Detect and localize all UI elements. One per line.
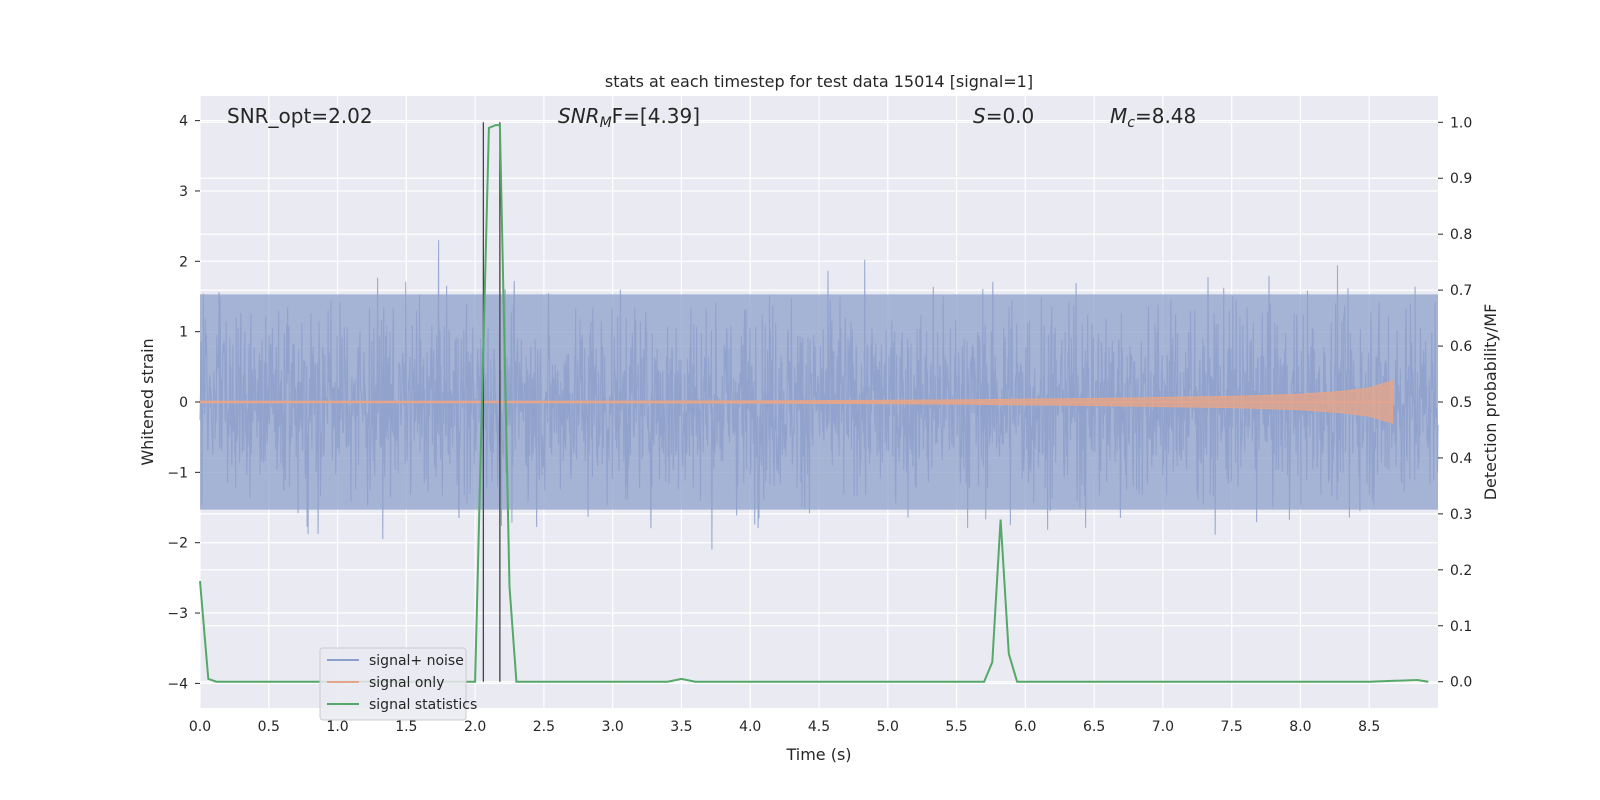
- y-tick-label: −4: [167, 676, 188, 692]
- y-right-tick-label: 0.2: [1450, 563, 1472, 579]
- y-tick-label: 1: [179, 325, 188, 341]
- x-tick-label: 7.0: [1152, 719, 1174, 735]
- y-tick-label: 2: [179, 254, 188, 270]
- y-tick-label: −1: [167, 465, 188, 481]
- annotation-s-rest: =0.0: [986, 104, 1035, 128]
- x-tick-label: 1.0: [326, 719, 348, 735]
- y-tick-label: −2: [167, 536, 188, 552]
- legend-label-signal-only: signal only: [369, 675, 444, 691]
- y-tick-label: 0: [179, 395, 188, 411]
- x-tick-label: 7.5: [1221, 719, 1243, 735]
- annotation-mc: Mc=8.48: [1110, 104, 1196, 131]
- y-right-tick-label: 0.0: [1450, 675, 1472, 691]
- y-axis-label-left: Whitened strain: [138, 338, 157, 465]
- x-tick-label: 0.5: [258, 719, 280, 735]
- y-right-tick-label: 0.5: [1450, 395, 1472, 411]
- y-right-tick-label: 0.4: [1450, 451, 1472, 467]
- x-tick-label: 6.0: [1014, 719, 1036, 735]
- legend: signal+ noise signal only signal statist…: [319, 647, 477, 721]
- x-tick-label: 0.0: [189, 719, 211, 735]
- x-tick-label: 6.5: [1083, 719, 1105, 735]
- x-axis-label: Time (s): [785, 745, 851, 764]
- annotation-snr-opt: SNR_opt=2.02: [227, 104, 373, 128]
- y-tick-label: 3: [179, 184, 188, 200]
- y-tick-label: 4: [179, 114, 188, 130]
- annotation-mc-rest: =8.48: [1135, 104, 1196, 128]
- y-right-tick-label: 0.1: [1450, 619, 1472, 635]
- annotation-snr-mf-main: SNR: [558, 104, 600, 128]
- x-tick-label: 2.0: [464, 719, 486, 735]
- y-right-tick-label: 0.7: [1450, 283, 1472, 299]
- x-tick-label: 3.5: [670, 719, 692, 735]
- legend-box: [319, 647, 467, 721]
- vertical-lines: [482, 122, 501, 682]
- x-tick-label: 5.5: [945, 719, 967, 735]
- annotation-snr-mf-sub: M: [600, 115, 612, 131]
- x-tick-label: 5.0: [877, 719, 899, 735]
- y-right-tick-label: 0.9: [1450, 171, 1472, 187]
- legend-label-signal-noise: signal+ noise: [369, 653, 464, 669]
- axis-ticks: 0.0 0.5 1.0 1.5 2.0 2.5 3.0 3.5 4.0 4.5 5.0 5.5 6.0 6…: [167, 114, 1472, 735]
- legend-label-signal-statistics: signal statistics: [369, 697, 477, 713]
- x-tick-label: 3.0: [602, 719, 624, 735]
- y-right-tick-label: 0.3: [1450, 507, 1472, 523]
- annotation-mc-sub: c: [1127, 115, 1135, 131]
- y-tick-label: −3: [167, 606, 188, 622]
- chart-title: stats at each timestep for test data 150…: [605, 72, 1033, 91]
- y-right-tick-label: 0.6: [1450, 339, 1472, 355]
- annotation-snr-mf-rest: F=[4.39]: [612, 104, 700, 128]
- x-tick-label: 2.5: [533, 719, 555, 735]
- annotation-mc-main: M: [1110, 104, 1127, 128]
- annotation-s: S=0.0: [973, 104, 1034, 128]
- y-right-tick-label: 0.8: [1450, 227, 1472, 243]
- signal-statistics-series: [199, 124, 1429, 683]
- signal-only-series: [199, 380, 1394, 424]
- x-tick-label: 1.5: [395, 719, 417, 735]
- signal-statistics-line: [199, 124, 1429, 683]
- x-tick-label: 4.0: [739, 719, 761, 735]
- y-axis-label-right: Detection probability/MF: [1481, 304, 1500, 501]
- x-tick-label: 4.5: [808, 719, 830, 735]
- annotation-snr-mf: SNRMF=[4.39]: [558, 104, 700, 131]
- y-right-tick-label: 1.0: [1450, 115, 1472, 131]
- x-tick-label: 8.5: [1358, 719, 1380, 735]
- x-tick-label: 8.0: [1289, 719, 1311, 735]
- annotation-s-main: S: [973, 104, 986, 128]
